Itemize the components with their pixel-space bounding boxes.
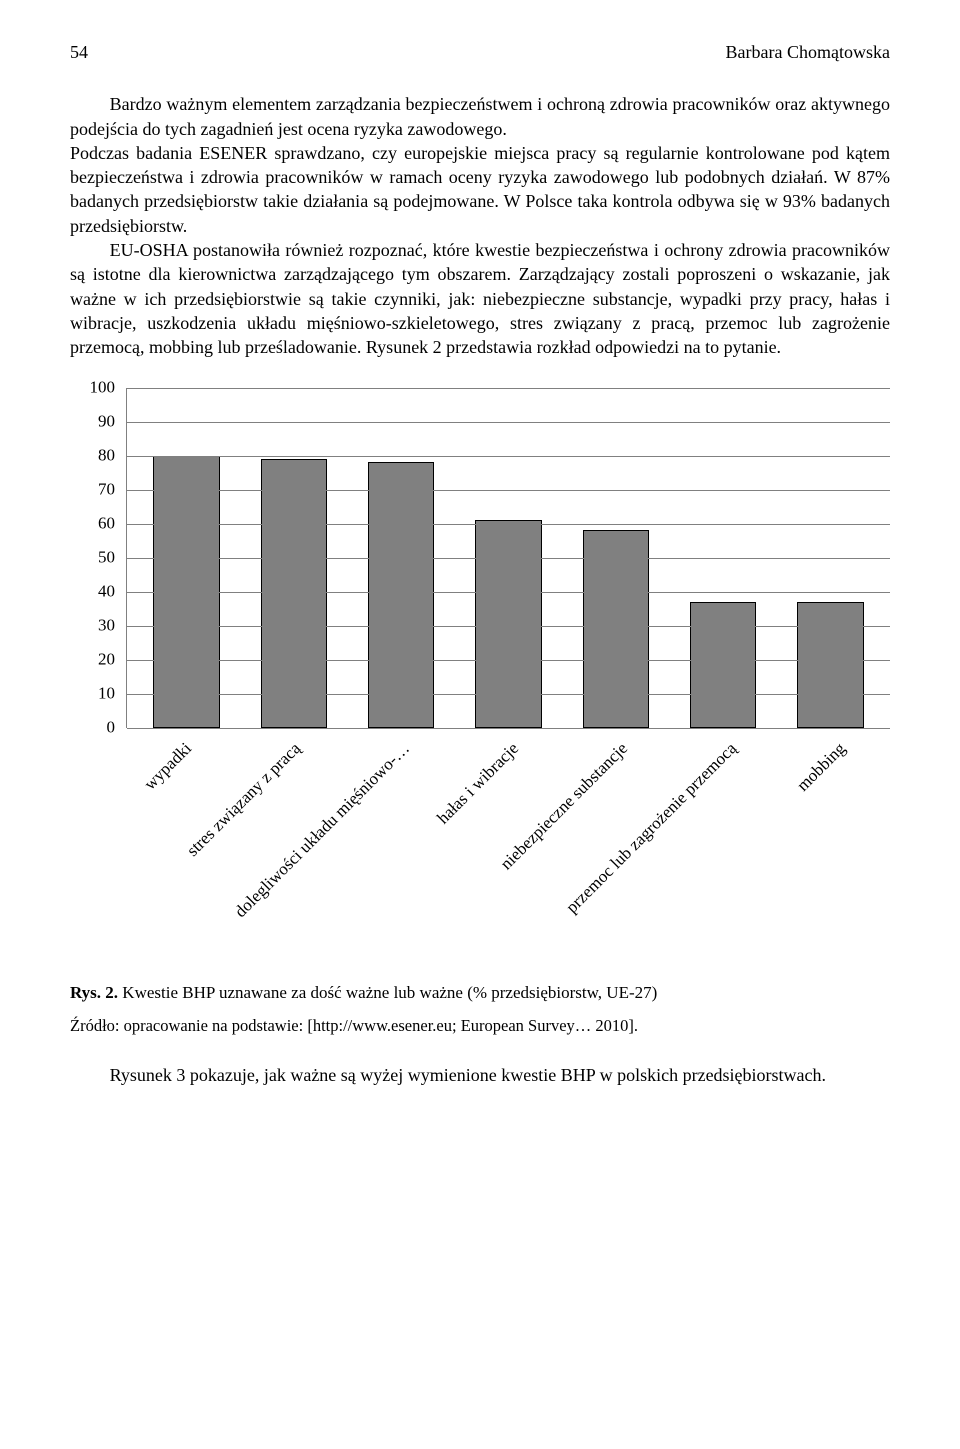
- y-axis-label: 10: [98, 682, 127, 705]
- gridline: [127, 490, 890, 491]
- plot-area: 0102030405060708090100: [126, 388, 890, 728]
- page-header: 54 Barbara Chomątowska: [70, 40, 890, 64]
- y-axis-label: 70: [98, 478, 127, 501]
- bar: [261, 459, 328, 728]
- gridline: [127, 728, 890, 729]
- y-axis-label: 40: [98, 580, 127, 603]
- bar: [690, 602, 757, 728]
- gridline: [127, 456, 890, 457]
- bar-chart: 0102030405060708090100 wypadkistres zwią…: [70, 388, 890, 948]
- gridline: [127, 558, 890, 559]
- x-label-slot: mobbing: [781, 732, 890, 948]
- y-axis-label: 30: [98, 614, 127, 637]
- x-axis-label: wypadki: [139, 738, 197, 796]
- page-number: 54: [70, 40, 88, 64]
- author-name: Barbara Chomątowska: [726, 40, 890, 64]
- y-axis-label: 0: [107, 716, 128, 739]
- gridline: [127, 422, 890, 423]
- paragraph-3: EU-OSHA postanowiła również rozpoznać, k…: [70, 238, 890, 359]
- paragraph-1: Bardzo ważnym elementem zarządzania bezp…: [70, 92, 890, 141]
- figure-caption: Rys. 2. Kwestie BHP uznawane za dość waż…: [70, 982, 890, 1005]
- bar: [583, 530, 650, 727]
- figure-source: Źródło: opracowanie na podstawie: [http:…: [70, 1015, 890, 1037]
- y-axis-label: 90: [98, 410, 127, 433]
- y-axis-label: 100: [90, 376, 128, 399]
- gridline: [127, 592, 890, 593]
- chart-container: 0102030405060708090100 wypadkistres zwią…: [70, 388, 890, 948]
- bar: [368, 462, 435, 727]
- gridline: [127, 388, 890, 389]
- x-label-slot: dolegliwości układu mięśniowo-…: [344, 732, 453, 948]
- gridline: [127, 660, 890, 661]
- figure-caption-text: Kwestie BHP uznawane za dość ważne lub w…: [118, 983, 657, 1002]
- bar: [797, 602, 864, 728]
- y-axis-label: 20: [98, 648, 127, 671]
- y-axis-label: 60: [98, 512, 127, 535]
- gridline: [127, 694, 890, 695]
- bar: [475, 520, 542, 727]
- gridline: [127, 524, 890, 525]
- y-axis-label: 50: [98, 546, 127, 569]
- paragraph-final: Rysunek 3 pokazuje, jak ważne są wyżej w…: [70, 1063, 890, 1087]
- x-axis-label: mobbing: [793, 738, 852, 797]
- gridline: [127, 626, 890, 627]
- paragraph-2: Podczas badania ESENER sprawdzano, czy e…: [70, 141, 890, 238]
- y-axis-label: 80: [98, 444, 127, 467]
- figure-label: Rys. 2.: [70, 983, 118, 1002]
- x-axis-labels: wypadkistres związany z pracądolegliwośc…: [126, 732, 890, 948]
- x-label-slot: przemoc lub zagrożenie przemocą: [672, 732, 781, 948]
